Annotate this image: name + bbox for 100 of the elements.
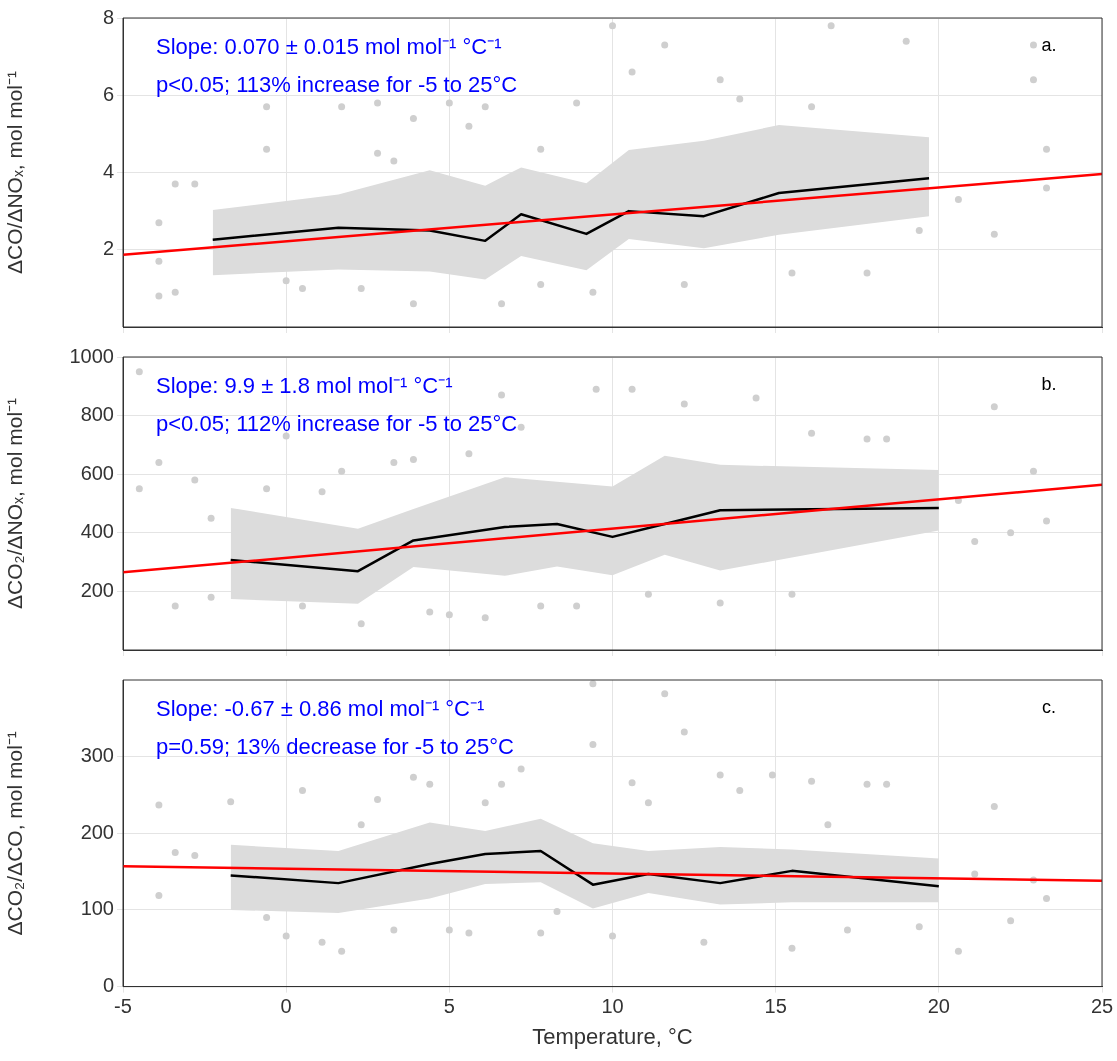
point xyxy=(481,103,489,111)
point xyxy=(883,435,891,443)
point xyxy=(573,602,581,610)
x-tick-label: 10 xyxy=(601,995,624,1018)
point xyxy=(338,467,346,475)
point xyxy=(374,149,382,157)
point xyxy=(589,740,597,748)
point xyxy=(788,944,796,952)
point xyxy=(915,923,923,931)
point xyxy=(1043,184,1051,192)
point xyxy=(537,602,545,610)
point xyxy=(537,281,545,289)
point xyxy=(357,620,365,628)
point xyxy=(227,798,235,806)
y-tick-label: 2 xyxy=(102,237,114,260)
point xyxy=(465,122,473,130)
point xyxy=(752,394,760,402)
point xyxy=(171,602,179,610)
point xyxy=(680,728,688,736)
y-tick-label: 800 xyxy=(80,403,114,426)
point xyxy=(318,938,326,946)
point xyxy=(990,230,998,238)
point xyxy=(207,593,215,601)
point xyxy=(808,777,816,785)
point xyxy=(573,99,581,107)
annotation: p<0.05; 113% increase for -5 to 25°C xyxy=(156,72,518,98)
y-tick-label: 6 xyxy=(102,82,114,105)
point xyxy=(465,450,473,458)
point xyxy=(282,277,290,285)
point xyxy=(863,435,871,443)
point xyxy=(1029,467,1037,475)
point xyxy=(1043,517,1051,525)
y-tick-label: 200 xyxy=(80,578,114,601)
point xyxy=(191,476,199,484)
point xyxy=(736,95,744,103)
point xyxy=(716,599,724,607)
point xyxy=(357,821,365,829)
point xyxy=(592,385,600,393)
point xyxy=(465,929,473,937)
x-tick-label: 25 xyxy=(1090,995,1114,1018)
point xyxy=(498,391,506,399)
point xyxy=(338,103,346,111)
point xyxy=(426,608,434,616)
point xyxy=(827,22,835,30)
point xyxy=(318,488,326,496)
point xyxy=(374,796,382,804)
point xyxy=(390,157,398,165)
annotation: b. xyxy=(1041,373,1057,394)
point xyxy=(338,947,346,955)
point xyxy=(788,590,796,598)
point xyxy=(716,76,724,84)
point xyxy=(661,690,669,698)
point xyxy=(843,926,851,934)
point xyxy=(1007,529,1015,537)
point xyxy=(171,288,179,296)
point xyxy=(390,926,398,934)
point xyxy=(808,429,816,437)
point xyxy=(298,786,306,794)
point xyxy=(155,801,163,809)
point xyxy=(517,423,525,431)
point xyxy=(445,99,453,107)
point xyxy=(628,385,636,393)
point xyxy=(863,780,871,788)
point xyxy=(263,485,271,493)
point xyxy=(1007,917,1015,925)
point xyxy=(171,848,179,856)
point xyxy=(589,680,597,688)
y-tick-label: 200 xyxy=(80,820,114,843)
point xyxy=(1029,41,1037,49)
point xyxy=(954,947,962,955)
y-tick-label: 0 xyxy=(102,974,114,997)
point xyxy=(357,284,365,292)
point xyxy=(589,288,597,296)
x-tick-label: 0 xyxy=(280,995,292,1018)
point xyxy=(498,780,506,788)
y-tick-label: 100 xyxy=(80,897,114,920)
point xyxy=(263,103,271,111)
point xyxy=(644,799,652,807)
point xyxy=(135,485,143,493)
x-tick-label: -5 xyxy=(114,995,132,1018)
point xyxy=(661,41,669,49)
point xyxy=(263,145,271,153)
y-axis-title: ΔCO/ΔNOₓ, mol mol⁻¹ xyxy=(3,71,27,274)
point xyxy=(680,400,688,408)
x-tick-label: 5 xyxy=(443,995,455,1018)
annotation: p=0.59; 13% decrease for -5 to 25°C xyxy=(156,734,515,760)
x-tick-label: 20 xyxy=(927,995,950,1018)
annotation: p<0.05; 112% increase for -5 to 25°C xyxy=(156,411,518,437)
point xyxy=(155,458,163,466)
point xyxy=(298,602,306,610)
point xyxy=(954,196,962,204)
point xyxy=(155,219,163,227)
point xyxy=(155,257,163,265)
point xyxy=(481,614,489,622)
y-tick-label: 1000 xyxy=(69,344,114,367)
point xyxy=(135,368,143,376)
point xyxy=(498,300,506,308)
point xyxy=(990,403,998,411)
point xyxy=(609,22,616,30)
point xyxy=(409,773,417,781)
